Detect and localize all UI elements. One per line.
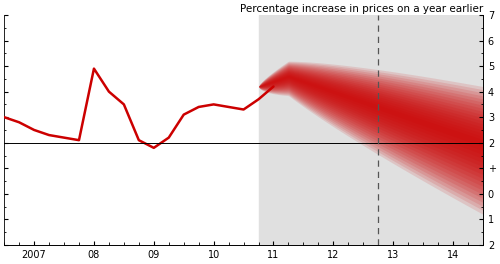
Bar: [258, 15, 483, 245]
Text: Percentage increase in prices on a year earlier: Percentage increase in prices on a year …: [240, 4, 483, 14]
